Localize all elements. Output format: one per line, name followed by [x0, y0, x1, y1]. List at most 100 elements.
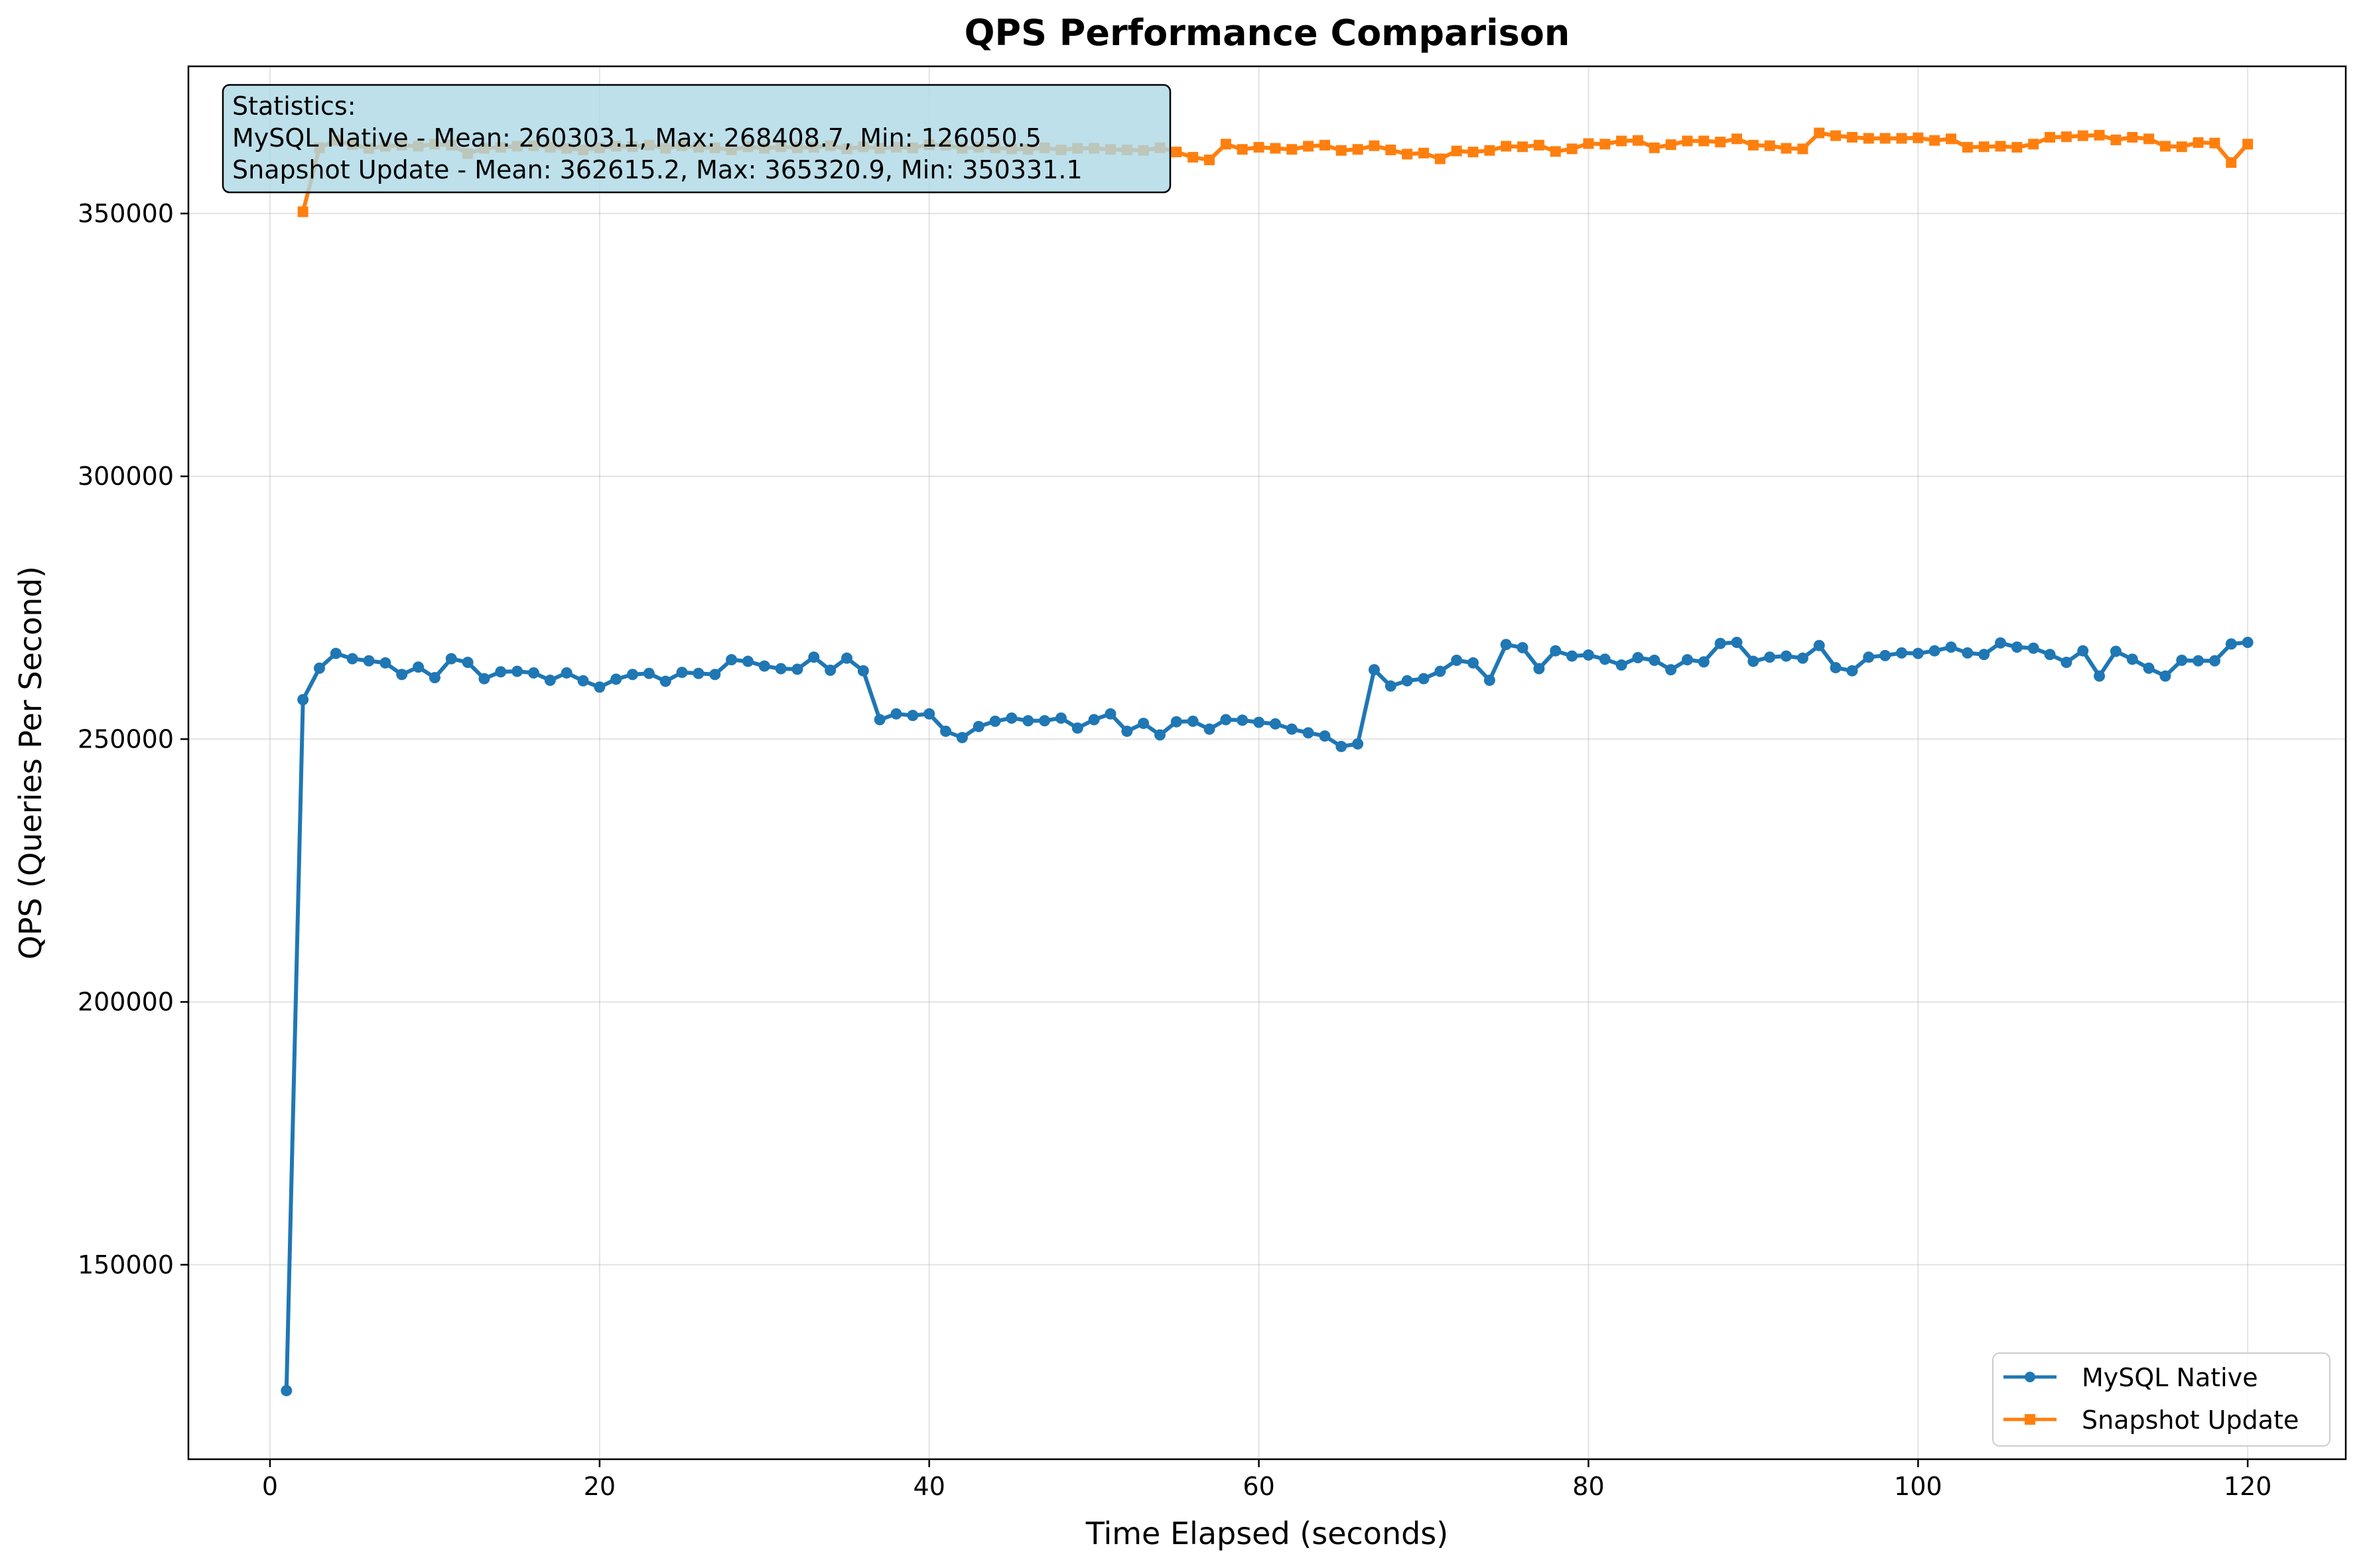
- qps-chart: QPS Performance Comparison 0 20 40 60 80 100 1…: [0, 0, 2365, 1568]
- statistics-line-mysql: MySQL Native - Mean: 260303.1, Max: 2684…: [232, 123, 1042, 153]
- data-point-mysql-native: [1352, 738, 1363, 750]
- data-point-snapshot-update: [1385, 145, 1396, 155]
- data-point-mysql-native: [1616, 659, 1627, 671]
- data-point-mysql-native: [2159, 671, 2171, 682]
- data-point-mysql-native: [281, 1385, 292, 1396]
- data-point-mysql-native: [825, 665, 836, 676]
- data-point-snapshot-update: [2094, 130, 2105, 141]
- data-point-snapshot-update: [1913, 133, 1923, 143]
- data-point-mysql-native: [1731, 637, 1743, 648]
- data-point-mysql-native: [1995, 637, 2006, 649]
- data-point-mysql-native: [1319, 730, 1330, 742]
- data-point-mysql-native: [990, 716, 1001, 727]
- data-point-mysql-native: [643, 668, 655, 679]
- data-point-mysql-native: [2061, 657, 2072, 668]
- data-point-mysql-native: [2176, 655, 2187, 666]
- data-point-snapshot-update: [1550, 146, 1561, 157]
- data-point-mysql-native: [1121, 726, 1132, 737]
- data-point-mysql-native: [1303, 727, 1314, 738]
- x-tick-label: 80: [1572, 1472, 1604, 1501]
- data-point-mysql-native: [1846, 665, 1858, 677]
- data-point-mysql-native: [1550, 645, 1561, 657]
- data-point-snapshot-update: [2061, 131, 2072, 142]
- y-tick-label: 250000: [78, 724, 174, 753]
- data-point-mysql-native: [1649, 655, 1660, 666]
- data-point-mysql-native: [1237, 714, 1248, 726]
- plot-area: [188, 66, 2346, 1459]
- data-point-mysql-native: [1467, 657, 1479, 669]
- data-point-mysql-native: [594, 681, 605, 692]
- data-point-snapshot-update: [298, 206, 308, 217]
- data-point-mysql-native: [940, 726, 951, 737]
- data-point-mysql-native: [1369, 664, 1380, 675]
- legend-marker-snapshot-update: [2025, 1414, 2035, 1425]
- x-tick-label: 0: [262, 1472, 278, 1501]
- data-point-mysql-native: [2045, 649, 2056, 660]
- data-point-mysql-native: [677, 667, 688, 678]
- data-point-mysql-native: [808, 651, 819, 663]
- data-point-mysql-native: [709, 669, 720, 680]
- data-point-mysql-native: [1896, 647, 1907, 659]
- data-point-mysql-native: [891, 708, 902, 720]
- data-point-mysql-native: [759, 661, 770, 672]
- data-point-mysql-native: [1154, 730, 1166, 741]
- data-point-mysql-native: [1072, 722, 1083, 734]
- y-axis-label: QPS (Queries Per Second): [13, 566, 48, 959]
- data-point-mysql-native: [2028, 643, 2039, 654]
- data-point-snapshot-update: [1303, 141, 1314, 151]
- data-point-mysql-native: [1599, 653, 1611, 665]
- data-point-snapshot-update: [1599, 139, 1610, 149]
- data-point-mysql-native: [610, 674, 622, 685]
- data-point-mysql-native: [314, 663, 325, 674]
- data-point-snapshot-update: [1616, 136, 1627, 147]
- data-point-snapshot-update: [2177, 141, 2187, 152]
- data-point-mysql-native: [1682, 654, 1693, 665]
- data-point-mysql-native: [396, 669, 407, 680]
- data-point-mysql-native: [1929, 645, 1940, 657]
- data-point-mysql-native: [1978, 649, 1990, 660]
- data-point-snapshot-update: [1534, 140, 1544, 151]
- data-point-mysql-native: [858, 665, 869, 677]
- data-point-mysql-native: [1204, 724, 1215, 735]
- statistics-box: Statistics: MySQL Native - Mean: 260303.…: [223, 85, 1170, 192]
- data-point-mysql-native: [1632, 652, 1643, 663]
- data-point-mysql-native: [1039, 715, 1050, 726]
- data-point-snapshot-update: [1698, 136, 1709, 147]
- y-tick-label: 200000: [78, 988, 174, 1017]
- data-point-mysql-native: [545, 675, 556, 686]
- legend-label-mysql-native: MySQL Native: [2082, 1363, 2258, 1392]
- data-point-mysql-native: [1814, 640, 1825, 651]
- chart-title: QPS Performance Comparison: [965, 12, 1570, 54]
- data-point-snapshot-update: [1797, 143, 1808, 154]
- data-point-mysql-native: [297, 694, 308, 705]
- data-point-mysql-native: [1335, 741, 1347, 752]
- data-point-snapshot-update: [1946, 133, 1956, 144]
- data-point-mysql-native: [1187, 716, 1199, 727]
- data-point-mysql-native: [1434, 666, 1446, 677]
- legend-marker-mysql-native: [2025, 1372, 2035, 1382]
- data-point-snapshot-update: [1369, 141, 1379, 151]
- data-point-mysql-native: [2127, 653, 2138, 665]
- data-point-mysql-native: [957, 732, 968, 743]
- data-point-snapshot-update: [1814, 127, 1824, 138]
- data-point-mysql-native: [660, 676, 671, 687]
- data-point-snapshot-update: [2143, 133, 2154, 144]
- data-point-snapshot-update: [1286, 144, 1297, 155]
- data-point-snapshot-update: [2045, 132, 2055, 143]
- data-point-mysql-native: [1501, 639, 1512, 650]
- data-point-mysql-native: [1517, 642, 1528, 653]
- data-point-mysql-native: [347, 653, 358, 665]
- data-point-snapshot-update: [1896, 133, 1907, 144]
- data-point-mysql-native: [1764, 651, 1775, 663]
- data-point-snapshot-update: [1715, 137, 1725, 147]
- data-point-mysql-native: [1418, 673, 1430, 685]
- data-point-mysql-native: [2226, 638, 2237, 649]
- data-point-snapshot-update: [2193, 137, 2204, 148]
- data-point-snapshot-update: [1781, 143, 1792, 154]
- data-point-mysql-native: [627, 669, 638, 680]
- x-tick-label: 60: [1243, 1472, 1274, 1501]
- x-tick-label: 100: [1894, 1472, 1942, 1501]
- data-point-mysql-native: [1863, 651, 1874, 663]
- data-point-snapshot-update: [2078, 131, 2088, 141]
- data-point-mysql-native: [528, 667, 539, 679]
